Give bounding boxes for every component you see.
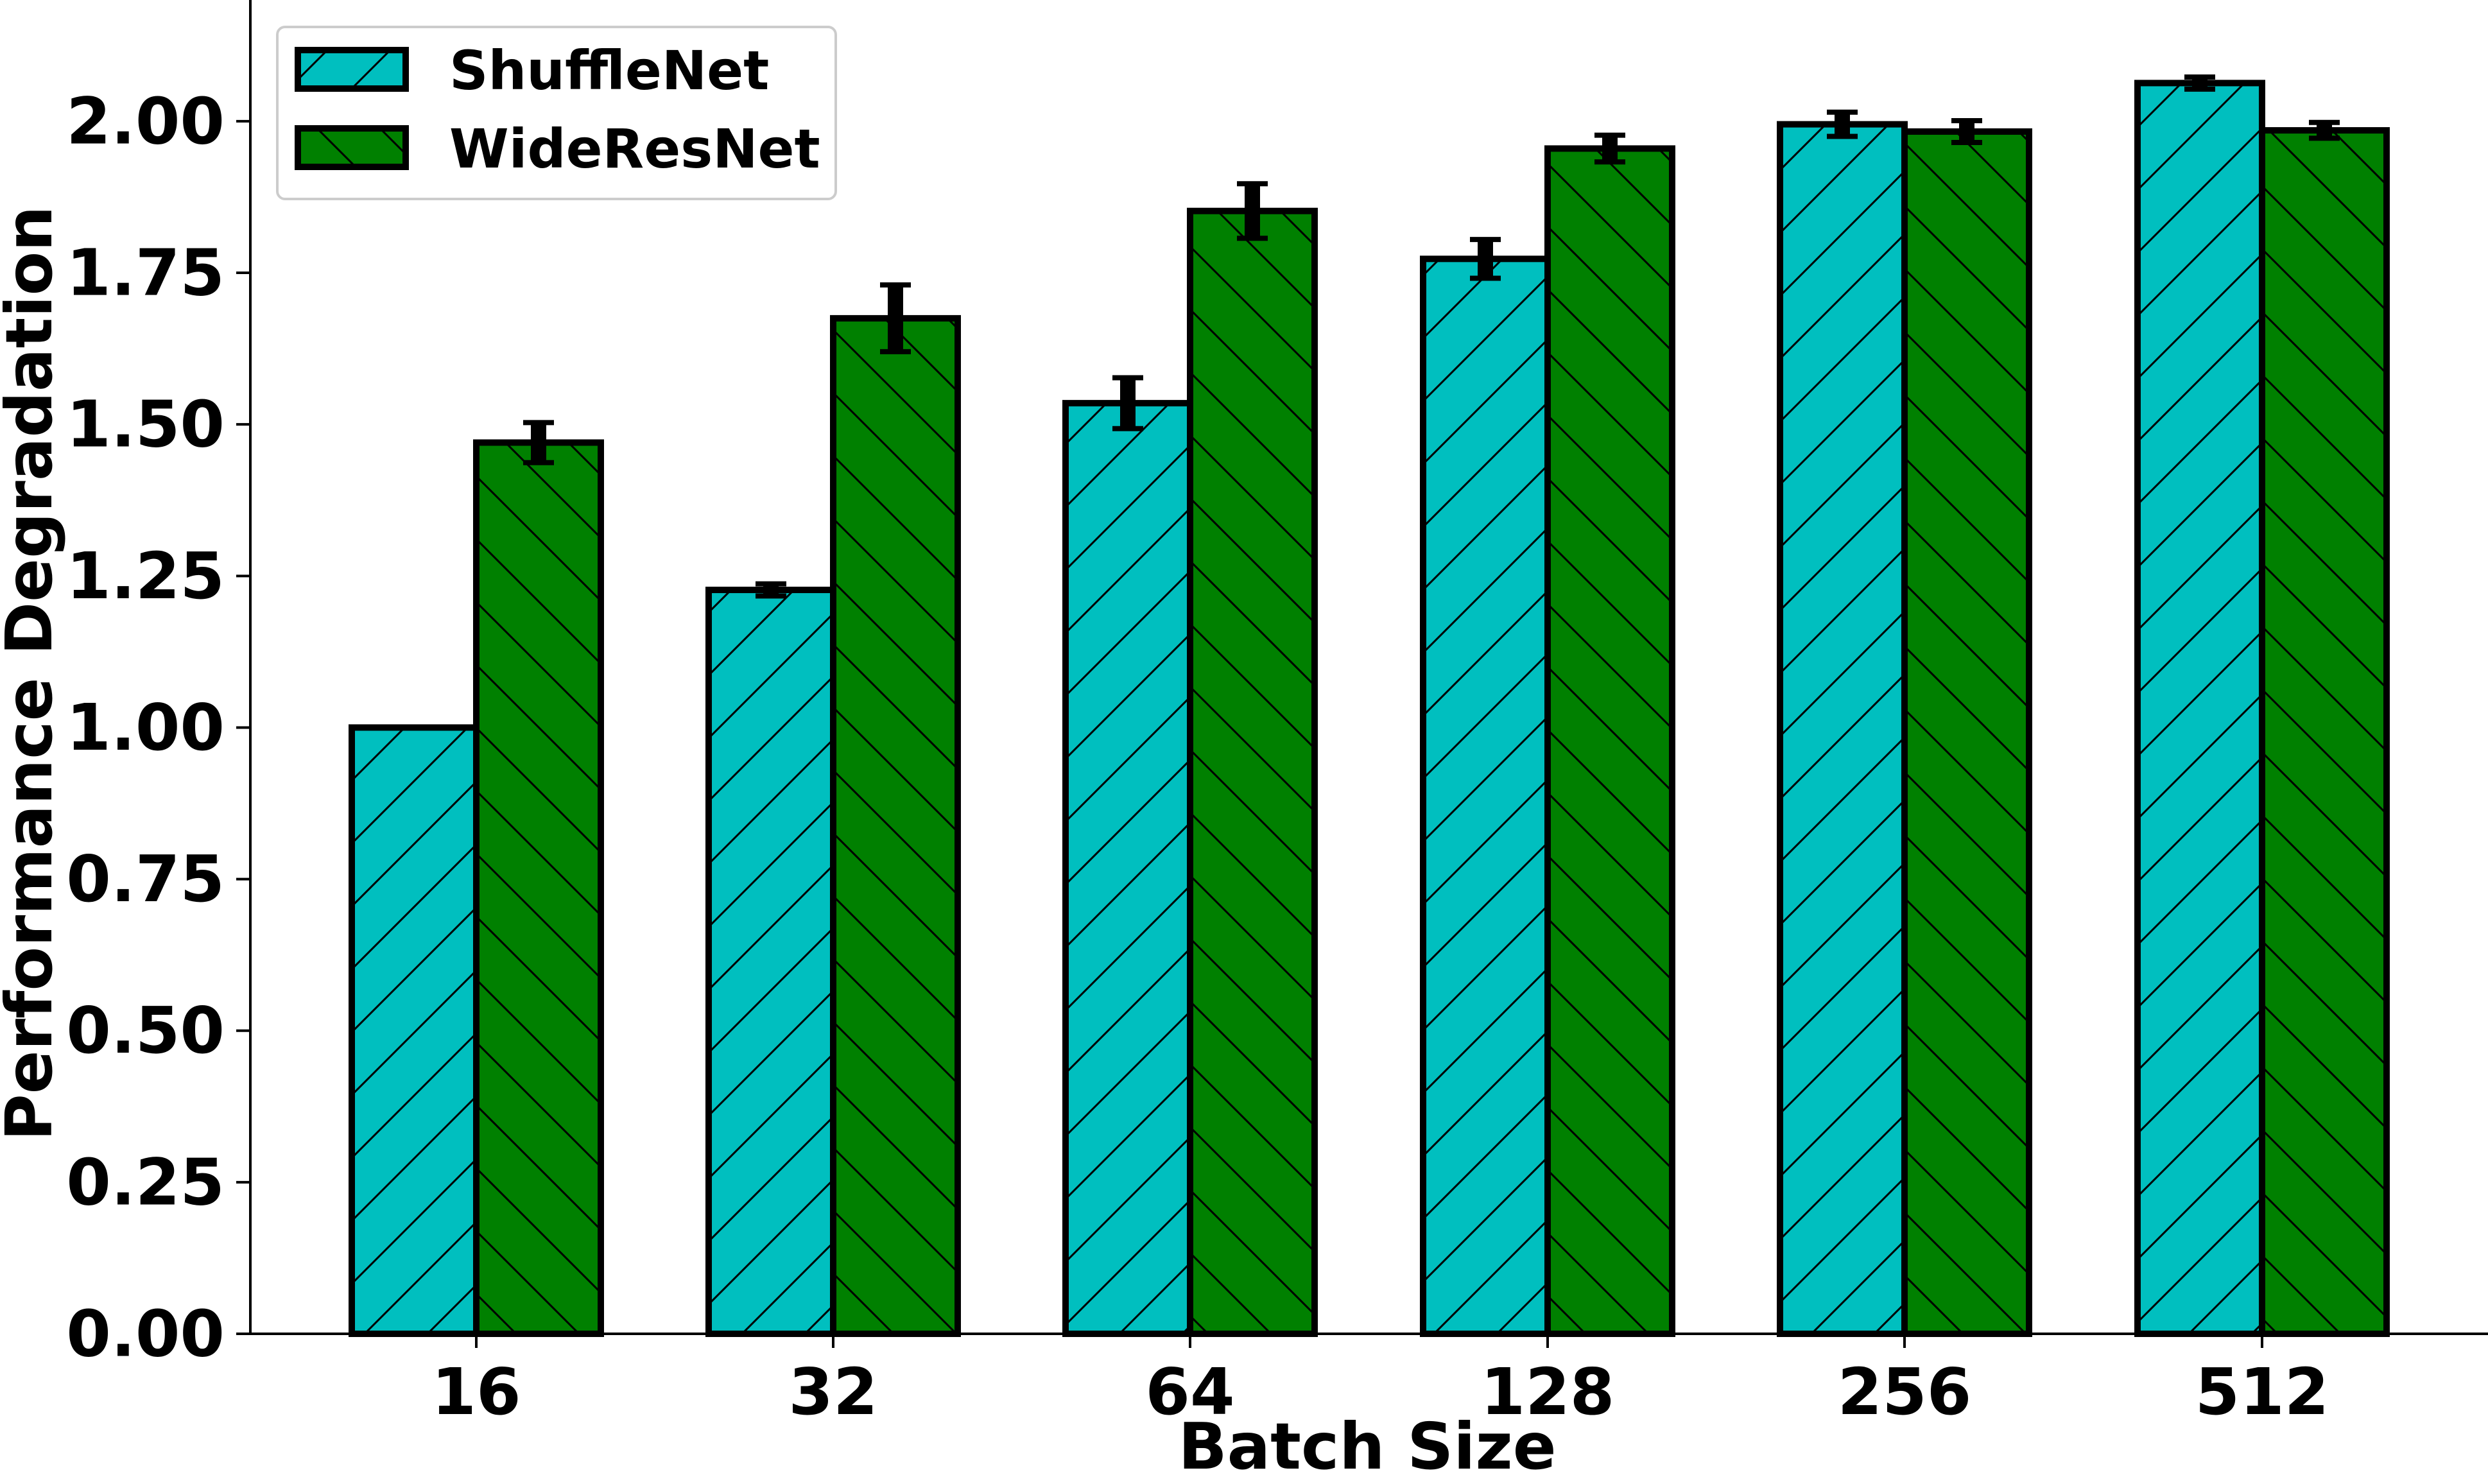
- bars-layer: [349, 80, 2390, 1338]
- x-tick-label: 128: [1481, 1354, 1615, 1429]
- error-bar-shufflenet-32: [756, 581, 786, 599]
- bar-shufflenet-128-outline: [1420, 255, 1551, 1337]
- bar-wideresnet-128-outline: [1544, 145, 1675, 1337]
- y-tick-label: 1.00: [66, 690, 225, 765]
- bar-shufflenet-32-outline: [705, 587, 836, 1337]
- legend-label-wideresnet: WideResNet: [449, 117, 820, 180]
- error-bar-shufflenet-256: [1827, 109, 1858, 139]
- legend: ShuffleNet WideResNet: [276, 26, 837, 200]
- legend-swatch-wideresnet-outline: [295, 125, 409, 170]
- bar-shufflenet-16-outline: [349, 724, 479, 1338]
- y-tick-label: 2.00: [66, 83, 225, 159]
- y-tick-label: 0.00: [66, 1297, 225, 1372]
- y-tick-label: 0.75: [66, 841, 225, 917]
- x-tick-label: 256: [1838, 1354, 1972, 1429]
- legend-swatch-shufflenet-outline: [295, 47, 409, 92]
- bar-wideresnet-16-outline: [473, 439, 604, 1337]
- error-bar-wideresnet-16: [523, 420, 554, 465]
- bar-shufflenet-512-outline: [2134, 80, 2265, 1338]
- error-bar-shufflenet-64: [1112, 375, 1143, 431]
- x-tick-label: 512: [2195, 1354, 2329, 1429]
- x-axis-label: Batch Size: [1178, 1409, 1556, 1484]
- y-tick-label: 1.50: [66, 387, 225, 462]
- error-bar-wideresnet-128: [1594, 132, 1625, 165]
- error-bar-wideresnet-64: [1237, 181, 1268, 241]
- y-tick-label: 1.25: [66, 539, 225, 614]
- bar-shufflenet-64-outline: [1062, 400, 1193, 1338]
- bar-shufflenet-256-outline: [1777, 121, 1908, 1337]
- legend-label-shufflenet: ShuffleNet: [449, 39, 769, 102]
- bar-wideresnet-512-outline: [2259, 127, 2390, 1337]
- y-tick-label: 0.50: [66, 993, 225, 1068]
- y-axis-label: Performance Degradation: [0, 206, 67, 1141]
- y-tick-label: 1.75: [66, 236, 225, 311]
- x-tick-label: 64: [1145, 1354, 1234, 1429]
- error-bar-wideresnet-256: [1951, 117, 1982, 145]
- bar-wideresnet-256-outline: [1901, 128, 2032, 1338]
- error-bar-wideresnet-32: [880, 282, 911, 354]
- x-tick-label: 32: [788, 1354, 877, 1429]
- error-bar-shufflenet-512: [2184, 74, 2215, 92]
- y-tick-label: 0.25: [66, 1144, 225, 1220]
- error-bar-shufflenet-128: [1470, 237, 1501, 281]
- legend-box: [276, 26, 837, 200]
- bar-wideresnet-32-outline: [830, 315, 961, 1337]
- bar-wideresnet-64-outline: [1187, 207, 1318, 1338]
- error-bar-wideresnet-512: [2309, 119, 2340, 141]
- x-tick-label: 16: [431, 1354, 521, 1429]
- error-bars-layer: [523, 74, 2340, 599]
